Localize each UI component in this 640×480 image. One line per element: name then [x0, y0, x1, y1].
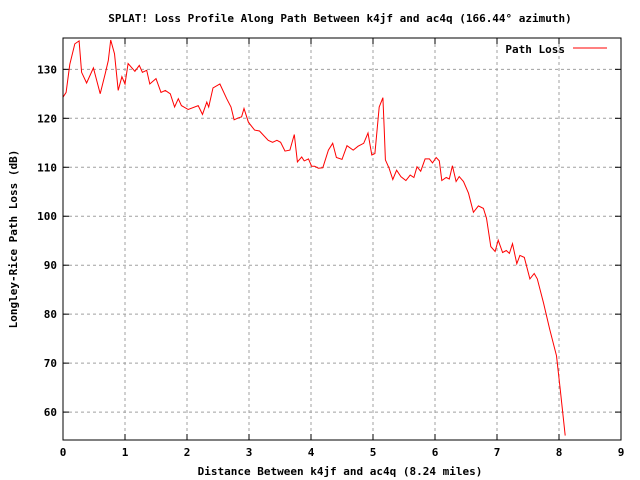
y-tick-label: 120 — [37, 112, 57, 125]
x-tick-label: 5 — [370, 446, 377, 459]
path-loss-line — [62, 39, 566, 436]
y-tick-label: 70 — [44, 357, 57, 370]
series-layer — [62, 39, 566, 436]
x-tick-label: 4 — [308, 446, 315, 459]
legend: Path Loss — [505, 43, 607, 56]
x-axis-label: Distance Between k4jf and ac4q (8.24 mil… — [198, 465, 483, 478]
x-tick-label: 8 — [556, 446, 563, 459]
plot-border — [62, 37, 622, 441]
x-tick-label: 0 — [60, 446, 67, 459]
x-tick-label: 6 — [432, 446, 439, 459]
y-tick-label: 80 — [44, 308, 57, 321]
y-tick-label: 100 — [37, 210, 57, 223]
x-tick-label: 3 — [246, 446, 253, 459]
y-tick-label: 90 — [44, 259, 57, 272]
axis-ticks: 0 1 2 3 4 5 6 7 8 9 60 70 80 90 100 110 120 130 — [37, 38, 624, 459]
x-tick-label: 1 — [122, 446, 129, 459]
y-tick-label: 60 — [44, 406, 57, 419]
x-tick-label: 7 — [494, 446, 501, 459]
chart-title: SPLAT! Loss Profile Along Path Between k… — [108, 12, 572, 25]
y-axis-label: Longley-Rice Path Loss (dB) — [7, 150, 20, 329]
x-tick-label: 9 — [618, 446, 625, 459]
x-tick-label: 2 — [184, 446, 191, 459]
y-tick-label: 130 — [37, 63, 57, 76]
y-tick-label: 110 — [37, 161, 57, 174]
legend-label: Path Loss — [505, 43, 565, 56]
grid — [63, 38, 621, 440]
